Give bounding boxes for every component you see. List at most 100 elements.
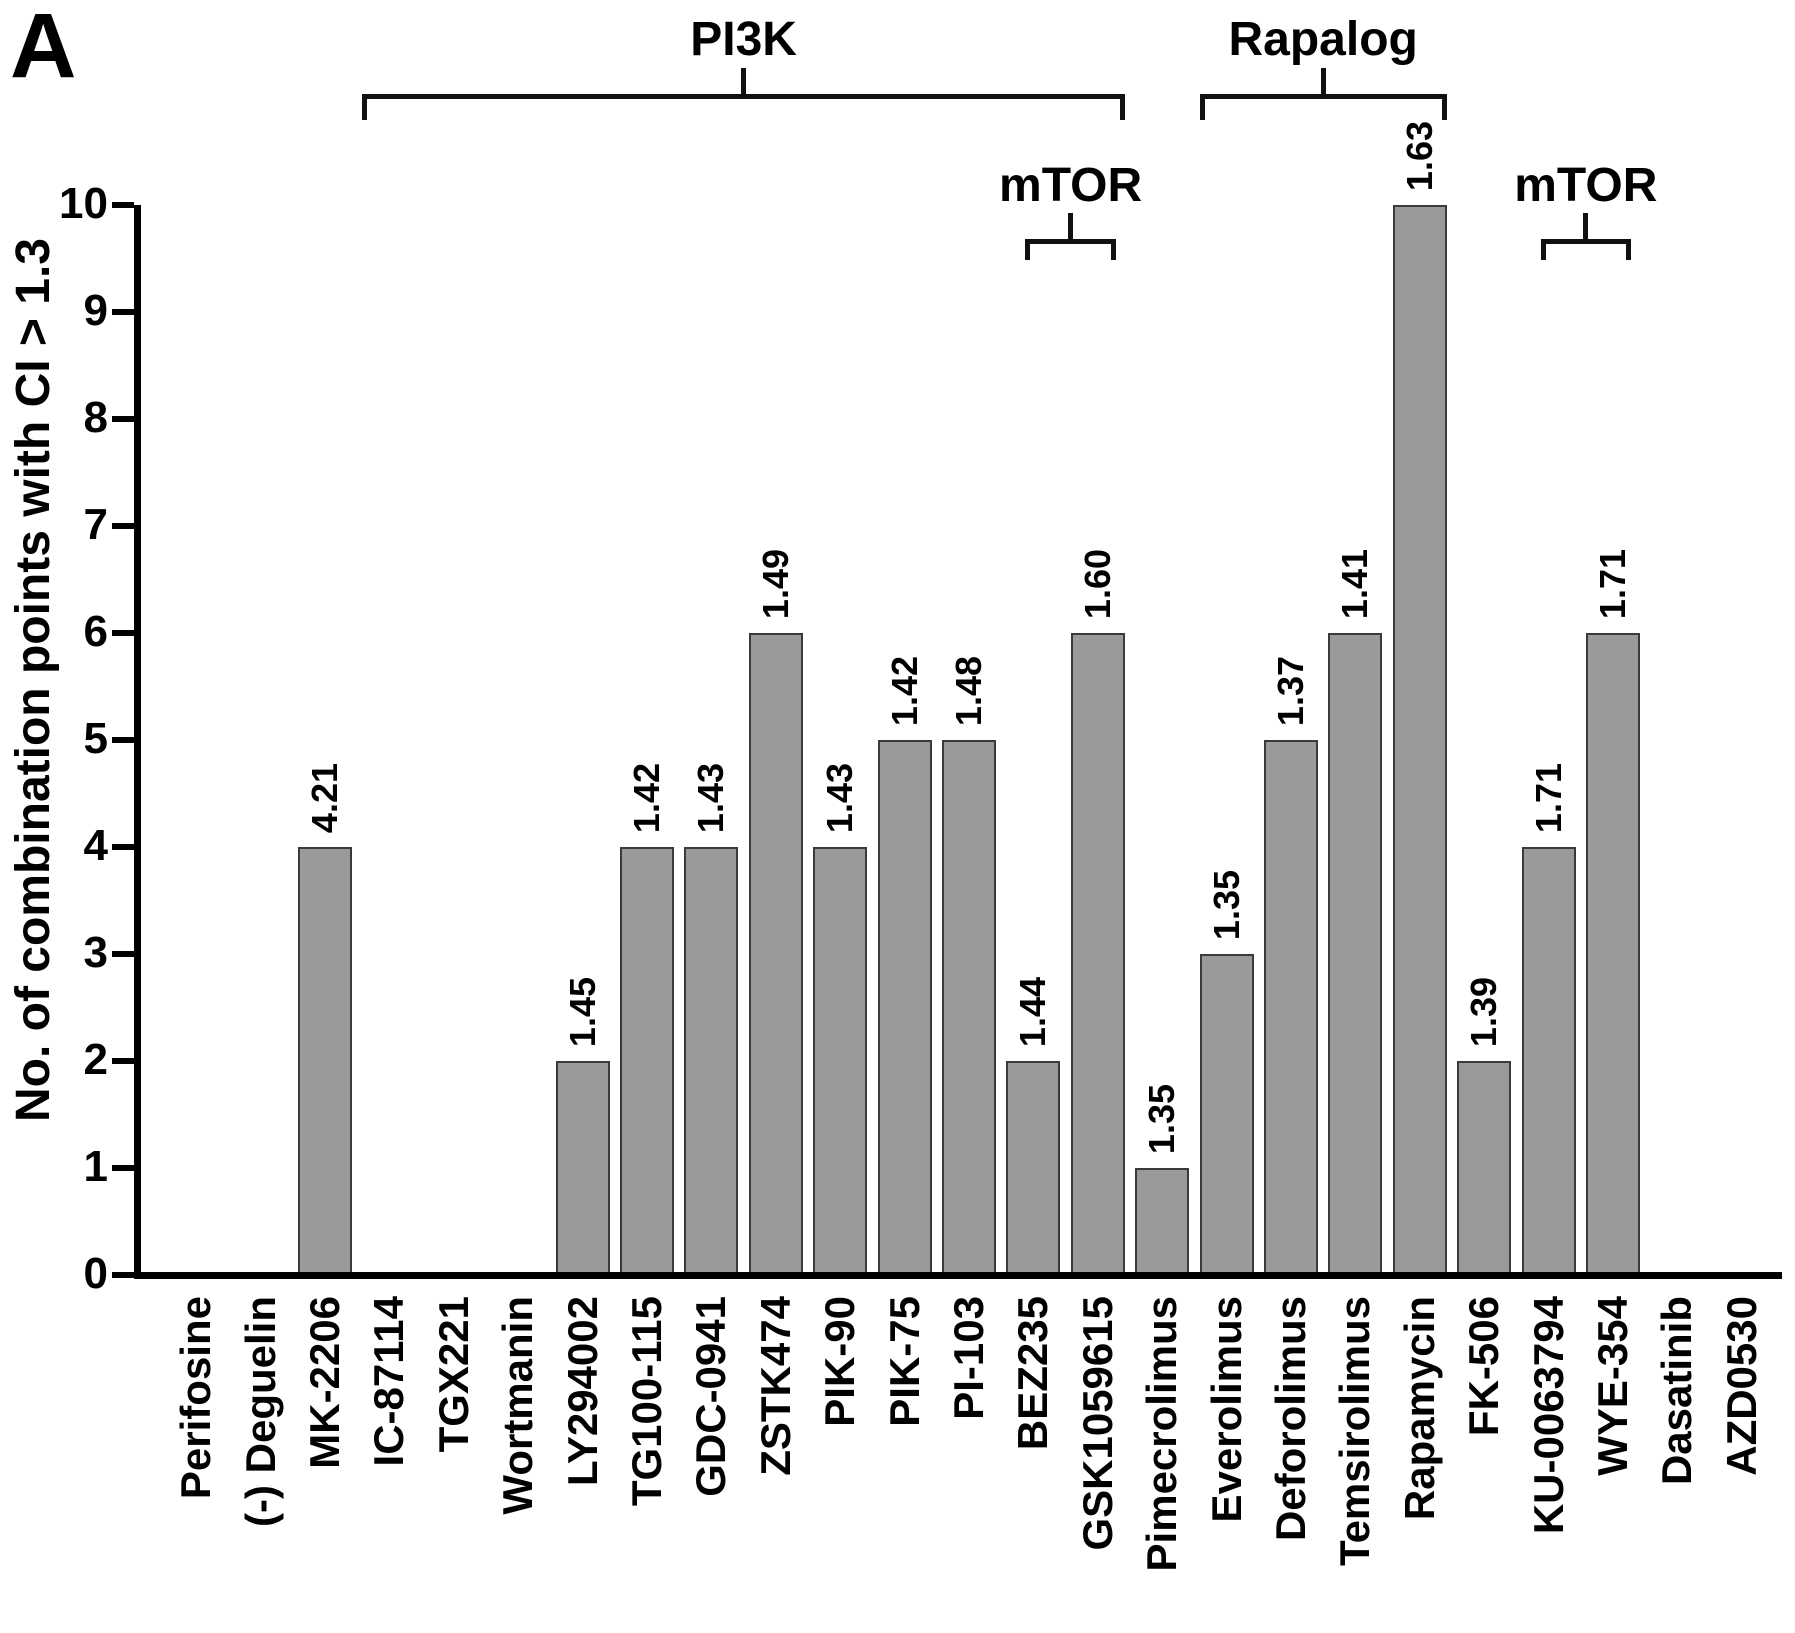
x-axis-label: BEZ235 <box>1009 1296 1057 1451</box>
y-axis-tick <box>112 1058 134 1064</box>
y-axis-tick <box>112 737 134 743</box>
group-bracket-line <box>1199 94 1447 99</box>
y-axis-tick-label: 6 <box>83 607 108 656</box>
x-axis-label: TGX221 <box>429 1296 477 1453</box>
bar-PIK-75 <box>877 740 932 1272</box>
y-axis-tick-label: 3 <box>83 928 108 977</box>
x-axis-label: ZSTK474 <box>751 1296 799 1476</box>
x-axis-label: Temsirolimus <box>1331 1296 1379 1566</box>
group-label: Rapalog <box>1228 13 1418 66</box>
bar-value-label: 1.71 <box>1527 762 1569 833</box>
bar-Everolimus <box>1199 954 1254 1272</box>
x-axis-label: (-) Deguelin <box>236 1296 284 1527</box>
group-bracket-line <box>362 94 1125 99</box>
bar-ZSTK474 <box>748 633 803 1272</box>
y-axis-tick-label: 4 <box>83 821 108 870</box>
group-bracket-end <box>1626 239 1631 260</box>
bar-value-label: 1.43 <box>819 762 861 833</box>
group-bracket-line <box>1025 239 1116 244</box>
group-bracket-end <box>1540 239 1546 260</box>
y-axis-tick-label: 10 <box>59 179 108 228</box>
y-axis-tick <box>112 1272 134 1278</box>
y-axis-tick-label: 1 <box>83 1142 108 1191</box>
y-axis-tick <box>112 416 134 422</box>
x-axis-label: LY294002 <box>558 1296 606 1486</box>
bar-value-label: 1.41 <box>1334 548 1376 619</box>
y-axis-tick-label: 9 <box>83 286 108 335</box>
y-axis-title: No. of combination points with CI > 1.3 <box>7 238 60 1123</box>
bar-Deforolimus <box>1264 740 1318 1272</box>
bar-value-label: 1.35 <box>1141 1083 1183 1154</box>
bar-PI-103 <box>942 740 996 1272</box>
bar-TG100-115 <box>620 847 674 1272</box>
y-axis-tick <box>112 523 134 529</box>
x-axis-label: Rapamycin <box>1395 1296 1443 1521</box>
group-label: mTOR <box>999 159 1143 212</box>
y-axis-tick-label: 7 <box>83 500 108 549</box>
x-axis-label: Wortmanin <box>494 1296 542 1515</box>
x-axis-label: Perifosine <box>172 1296 220 1500</box>
x-axis-label: TG100-115 <box>623 1296 670 1507</box>
bar-value-label: 1.48 <box>948 655 989 726</box>
group-bracket-end <box>1025 239 1031 260</box>
bar-value-label: 1.60 <box>1076 548 1118 619</box>
y-axis-tick-label: 2 <box>83 1035 108 1084</box>
bar-Temsirolimus <box>1328 633 1383 1272</box>
bar-value-label: 1.43 <box>690 762 732 833</box>
group-bracket-tick <box>1068 213 1074 239</box>
x-axis-label: PI-103 <box>945 1296 992 1420</box>
x-axis-label: Deforolimus <box>1267 1296 1314 1542</box>
y-axis-tick <box>112 844 134 850</box>
bar-value-label: 1.44 <box>1012 976 1054 1047</box>
group-bracket-tick <box>1320 68 1326 94</box>
x-axis-label: Pimecrolimus <box>1138 1296 1186 1572</box>
x-axis-label: GDC-0941 <box>687 1296 735 1497</box>
y-axis-tick-label: 0 <box>83 1249 108 1298</box>
panel-label: A <box>10 0 77 97</box>
bar-FK-506 <box>1457 1061 1512 1272</box>
bar-value-label: 1.49 <box>754 548 796 619</box>
group-bracket-tick <box>1583 213 1589 239</box>
group-bracket-line <box>1540 239 1631 244</box>
bar-value-label: 1.71 <box>1592 548 1633 619</box>
bar-PIK-90 <box>813 847 868 1272</box>
x-axis-label: AZD0530 <box>1717 1296 1765 1476</box>
bar-Rapamycin <box>1392 205 1447 1272</box>
x-axis-label: WYE-354 <box>1589 1296 1636 1476</box>
x-axis-line <box>134 1272 1782 1279</box>
bar-WYE-354 <box>1586 633 1640 1272</box>
bar-GDC-0941 <box>684 847 739 1272</box>
x-axis-label: KU-0063794 <box>1524 1296 1572 1535</box>
y-axis-tick-label: 5 <box>83 714 108 763</box>
x-axis-label: Everolimus <box>1202 1296 1250 1523</box>
bar-value-label: 1.35 <box>1205 869 1247 940</box>
x-axis-label: Dasatinib <box>1653 1296 1701 1486</box>
bar-value-label: 1.37 <box>1270 655 1311 726</box>
y-axis-line <box>134 205 141 1279</box>
bar-BEZ235 <box>1006 1061 1061 1272</box>
group-label: PI3K <box>690 13 797 66</box>
x-axis-label: GSK1059615 <box>1073 1296 1121 1551</box>
y-axis-tick <box>112 309 134 315</box>
bar-value-label: 1.42 <box>626 762 667 833</box>
bar-KU-0063794 <box>1521 847 1576 1272</box>
group-bracket-end <box>1441 94 1447 120</box>
bar-value-label: 1.45 <box>561 976 603 1047</box>
x-axis-label: MK-2206 <box>301 1296 348 1469</box>
group-bracket-end <box>1199 94 1205 120</box>
y-axis-tick <box>112 951 134 957</box>
group-bracket-end <box>1119 94 1125 120</box>
group-bracket-tick <box>741 68 747 94</box>
group-bracket-end <box>362 94 368 120</box>
y-axis-tick <box>112 1165 134 1171</box>
bar-LY294002 <box>555 1061 610 1272</box>
x-axis-label: PIK-75 <box>880 1296 928 1427</box>
x-axis-label: PIK-90 <box>816 1296 864 1427</box>
bar-value-label: 1.42 <box>883 655 925 726</box>
bar-value-label: 1.39 <box>1463 976 1505 1047</box>
x-axis-label: FK-506 <box>1460 1296 1508 1437</box>
x-axis-label: IC-87114 <box>365 1296 413 1467</box>
bar-MK-2206 <box>298 847 352 1272</box>
y-axis-tick <box>112 630 134 636</box>
